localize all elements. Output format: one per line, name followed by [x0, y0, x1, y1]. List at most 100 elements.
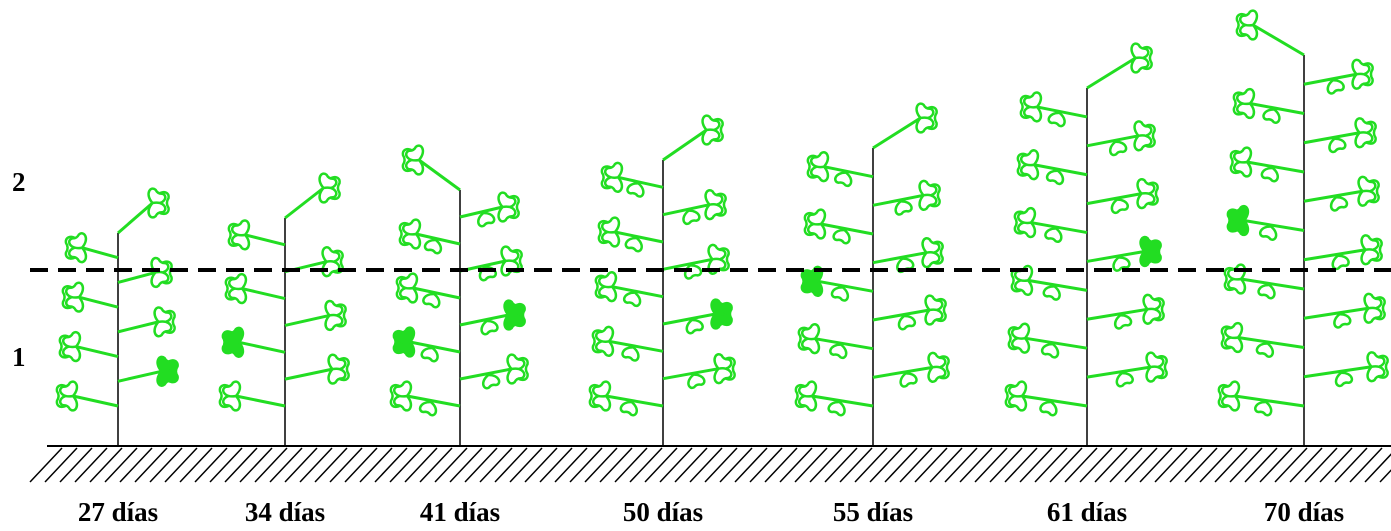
hatch-line	[1305, 448, 1337, 482]
hatch-line	[585, 448, 617, 482]
hatch-line	[660, 448, 692, 482]
hatch-line	[105, 448, 137, 482]
branch	[1253, 25, 1304, 55]
hatch-line	[1215, 448, 1247, 482]
hatch-line	[945, 448, 977, 482]
hatch-line	[375, 448, 407, 482]
branch	[118, 371, 162, 381]
hatch-line	[285, 448, 317, 482]
hatch-line	[150, 448, 182, 482]
hatch-line	[1320, 448, 1352, 482]
hatch-line	[120, 448, 152, 482]
hatch-line	[540, 448, 572, 482]
hatch-line	[60, 448, 92, 482]
branch	[285, 188, 324, 218]
hatch-line	[270, 448, 302, 482]
hatch-line	[345, 448, 377, 482]
hatch-line	[360, 448, 392, 482]
plant-label: 41 días	[420, 497, 500, 527]
ground-hatch	[30, 448, 1391, 482]
hatch-line	[765, 448, 797, 482]
hatch-line	[135, 448, 167, 482]
hatch-line	[1140, 448, 1172, 482]
hatch-line	[1095, 448, 1127, 482]
hatch-line	[780, 448, 812, 482]
branch	[419, 160, 460, 190]
plant: 50 días	[590, 114, 735, 527]
hatch-line	[255, 448, 287, 482]
hatch-line	[900, 448, 932, 482]
plant-label: 70 días	[1264, 497, 1344, 527]
hatch-line	[645, 448, 677, 482]
branch	[118, 322, 159, 332]
hatch-line	[1350, 448, 1382, 482]
plant: 34 días	[220, 172, 349, 527]
plant-label: 34 días	[245, 497, 325, 527]
hatch-line	[240, 448, 272, 482]
hatch-line	[90, 448, 122, 482]
branch	[236, 396, 285, 406]
hatch-line	[600, 448, 632, 482]
branch	[239, 342, 285, 352]
hatch-line	[960, 448, 992, 482]
hatch-line	[405, 448, 437, 482]
plant: 27 días	[57, 187, 178, 527]
hatch-line	[510, 448, 542, 482]
branch	[118, 203, 153, 233]
hatch-line	[840, 448, 872, 482]
branch	[1087, 58, 1136, 88]
hatch-line	[450, 448, 482, 482]
branch	[118, 272, 156, 282]
hatch-line	[195, 448, 227, 482]
branch	[663, 130, 707, 160]
hatch-line	[975, 448, 1007, 482]
hatch-line	[1110, 448, 1142, 482]
branch	[245, 235, 285, 245]
branch	[76, 347, 118, 357]
hatch-line	[1005, 448, 1037, 482]
hatch-line	[465, 448, 497, 482]
branch	[82, 248, 118, 258]
hatch-line	[435, 448, 467, 482]
hatch-line	[570, 448, 602, 482]
hatch-line	[1290, 448, 1322, 482]
hatch-line	[1050, 448, 1082, 482]
hatch-line	[1170, 448, 1202, 482]
hatch-line	[525, 448, 557, 482]
hatch-line	[210, 448, 242, 482]
hatch-line	[30, 448, 62, 482]
hatch-line	[165, 448, 197, 482]
hatch-line	[180, 448, 212, 482]
plant-label: 50 días	[623, 497, 703, 527]
hatch-line	[555, 448, 587, 482]
hatch-line	[675, 448, 707, 482]
plant-label: 27 días	[78, 497, 158, 527]
branch	[873, 118, 921, 148]
hatch-line	[1260, 448, 1292, 482]
hatch-line	[735, 448, 767, 482]
hatch-line	[1230, 448, 1262, 482]
hatch-line	[420, 448, 452, 482]
hatch-line	[75, 448, 107, 482]
hatch-line	[480, 448, 512, 482]
hatch-line	[330, 448, 362, 482]
hatch-line	[990, 448, 1022, 482]
hatch-line	[1065, 448, 1097, 482]
branch	[242, 289, 285, 299]
branch	[73, 396, 118, 406]
plant-label: 61 días	[1047, 497, 1127, 527]
hatch-line	[1080, 448, 1112, 482]
hatch-line	[1245, 448, 1277, 482]
hatch-line	[315, 448, 347, 482]
hatch-line	[630, 448, 662, 482]
hatch-line	[930, 448, 962, 482]
hatch-line	[615, 448, 647, 482]
hatch-line	[825, 448, 857, 482]
hatch-line	[795, 448, 827, 482]
hatch-line	[915, 448, 947, 482]
hatch-line	[45, 448, 77, 482]
branch	[79, 297, 118, 307]
hatch-line	[690, 448, 722, 482]
branch	[285, 369, 333, 379]
diagram: 27 días34 días41 días50 días55 días61 dí…	[0, 0, 1391, 531]
